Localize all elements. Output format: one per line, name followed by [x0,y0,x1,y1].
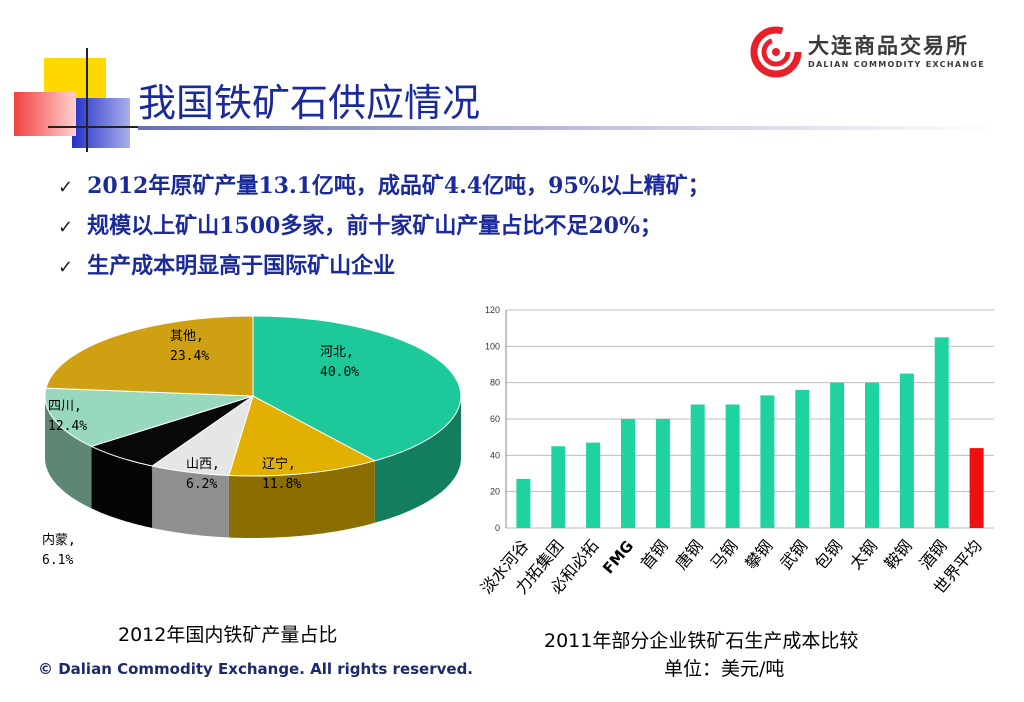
bar-0 [516,478,531,528]
bar-category-label-5: 唐钢 [672,536,707,573]
pie-slice-side-1 [228,460,375,538]
bar-2 [586,442,601,528]
bar-6 [725,404,740,528]
pie-label-name-5: 其他, [170,329,204,344]
bar-category-label-4: 首钢 [637,536,672,573]
pie-label-value-0: 40.0% [320,365,359,380]
bar-7 [760,395,775,528]
check-icon: ✓ [58,217,74,238]
pie-label-name-2: 山西, [186,457,220,472]
bar-category-label-11: 鞍钢 [881,536,916,573]
pie-label-value-1: 11.8% [262,477,301,492]
bar-chart-unit: 单位：美元/吨 [664,658,785,680]
check-icon: ✓ [58,257,74,278]
bar-ytick-label-3: 60 [490,414,500,424]
bar-category-label-8: 武钢 [776,536,811,573]
logo-english-name: DALIAN COMMODITY EXCHANGE [808,60,985,69]
bullet-item: ✓ 2012年原矿产量13.1亿吨，成品矿4.4亿吨，95%以上精矿； [58,168,710,200]
dce-logo-icon [750,26,802,78]
bullet-item: ✓ 生产成本明显高于国际矿山企业 [58,248,395,280]
pie-label-value-5: 23.4% [170,349,209,364]
bar-4 [655,419,670,528]
bar-12 [934,337,949,529]
decor-vertical-line [86,48,88,152]
pie-slice-side-3 [91,446,153,528]
pie-label-name-1: 辽宁, [262,456,296,472]
page-title: 我国铁矿石供应情况 [138,81,481,125]
bar-ytick-label-1: 20 [490,487,500,497]
pie-slice-side-4 [45,396,92,509]
pie-label-value-4: 12.4% [48,419,87,434]
logo-chinese-name: 大连商品交易所 [808,34,969,58]
bar-ytick-label-4: 80 [490,378,500,388]
bar-category-label-3: FMG [599,537,637,577]
pie-slice-4 [44,387,254,447]
pie-label-value-3: 6.1% [42,553,73,568]
pie-label-value-2: 6.2% [186,477,217,492]
pie-chart-caption: 2012年国内铁矿产量占比 [118,624,338,646]
bar-9 [830,382,845,528]
bar-11 [899,373,914,528]
bar-category-label-7: 攀钢 [741,536,776,573]
bar-ytick-label-0: 0 [495,523,500,533]
pie-slice-1 [228,395,377,477]
title-underline [138,126,998,130]
pie-slice-0 [252,315,462,462]
bar-ytick-label-6: 120 [485,305,500,315]
bar-category-label-9: 包钢 [811,536,846,573]
pie-label-name-4: 四川, [48,399,82,414]
pie-slice-side-2 [152,466,229,538]
pie-slice-side-0 [374,396,461,523]
bar-category-label-10: 太钢 [846,536,881,573]
pie-slice-5 [45,315,254,397]
bullet-text: 生产成本明显高于国际矿山企业 [87,253,396,279]
bullet-text: 规模以上矿山1500多家，前十家矿山产量占比不足20%； [87,213,662,239]
bar-ytick-label-2: 40 [490,450,500,460]
decor-blue-square [72,98,130,148]
bar-13 [969,448,984,528]
bar-ytick-label-5: 100 [485,341,500,351]
copyright-notice: © Dalian Commodity Exchange. All rights … [38,660,473,678]
pie-label-name-3: 内蒙, [42,532,76,548]
bar-1 [551,446,566,529]
bar-8 [795,389,810,528]
pie-chart: 河北, 40.0% 辽宁, 11.8% 山西, 6.2% 内蒙, 6.1% 四川, 12.4% 其他… [42,315,462,568]
bullet-text: 2012年原矿产量13.1亿吨，成品矿4.4亿吨，95%以上精矿； [87,173,710,199]
bar-category-label-6: 马钢 [707,536,742,573]
bar-5 [690,404,705,528]
bar-10 [865,382,879,528]
pie-label-name-0: 河北, [320,345,354,360]
bullet-item: ✓ 规模以上矿山1500多家，前十家矿山产量占比不足20%； [58,208,662,240]
decor-horizontal-line [48,126,142,128]
decor-red-square [14,92,76,136]
check-icon: ✓ [58,177,74,198]
bar-3 [621,419,635,528]
bar-chart-caption: 2011年部分企业铁矿石生产成本比较 [544,630,859,652]
